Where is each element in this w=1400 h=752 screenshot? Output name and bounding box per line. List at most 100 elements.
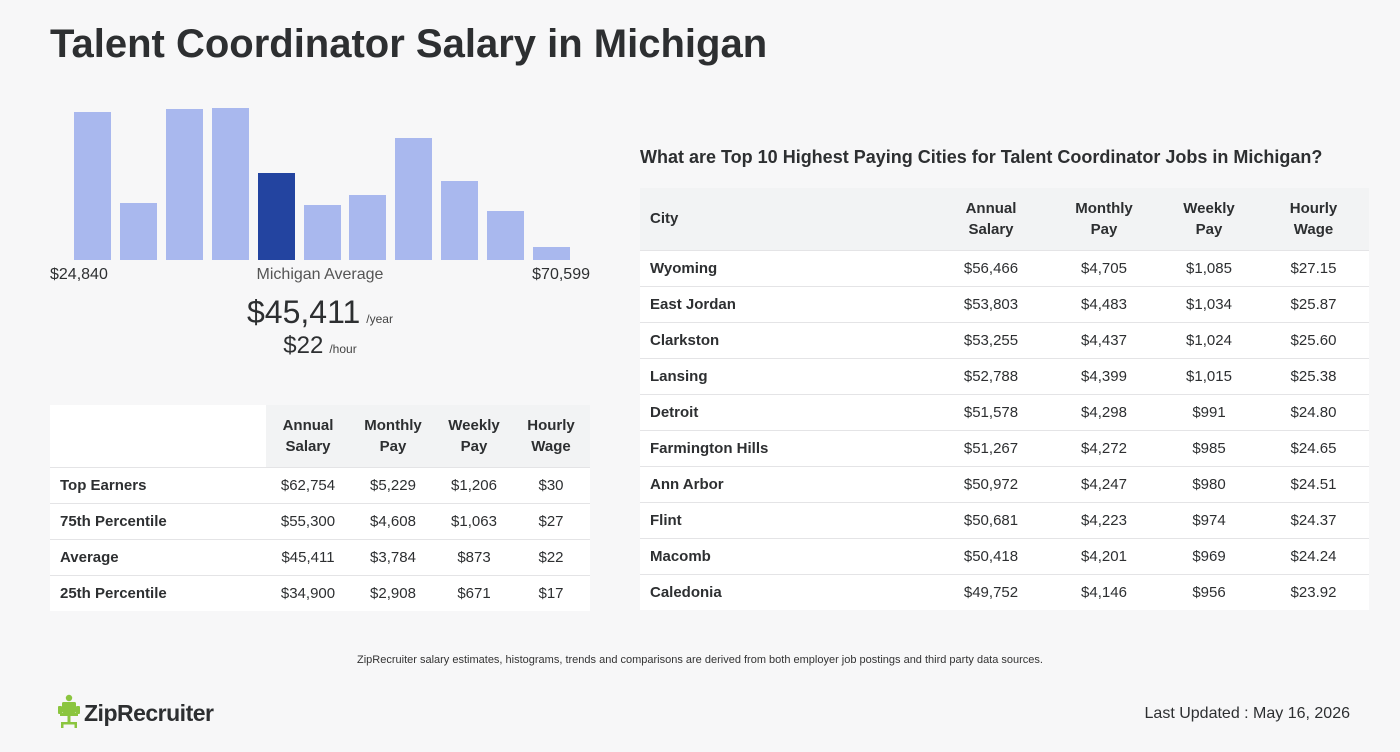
hourly-wage-cell: $22 [512, 538, 590, 575]
hourly-wage-cell: $27.15 [1258, 249, 1369, 286]
percentile-label: 25th Percentile [50, 574, 266, 611]
table-row: Average $45,411 $3,784 $873 $22 [50, 538, 590, 575]
percentile-header-annual: Annual Salary [266, 405, 350, 467]
logo-wordmark: ZipRecruiter [84, 700, 214, 726]
hourly-wage-cell: $25.87 [1258, 285, 1369, 322]
annual-salary-cell: $34,900 [266, 574, 350, 611]
table-row: Farmington Hills $51,267 $4,272 $985 $24… [640, 429, 1369, 466]
histogram-bar [120, 203, 157, 260]
weekly-pay-cell: $985 [1160, 429, 1258, 466]
average-hourly: $22/hour [50, 332, 590, 360]
hourly-wage-cell: $23.92 [1258, 573, 1369, 610]
percentile-table: Annual Salary Monthly Pay Weekly Pay Hourly… [50, 405, 590, 611]
percentile-header-blank [50, 405, 266, 467]
hourly-wage-cell: $24.51 [1258, 465, 1369, 502]
table-row: Caledonia $49,752 $4,146 $956 $23.92 [640, 573, 1369, 610]
annual-salary-cell: $55,300 [266, 502, 350, 539]
annual-salary-cell: $56,466 [934, 249, 1048, 286]
table-row: Ann Arbor $50,972 $4,247 $980 $24.51 [640, 465, 1369, 502]
table-row: Detroit $51,578 $4,298 $991 $24.80 [640, 393, 1369, 430]
percentile-header-monthly: Monthly Pay [350, 405, 436, 467]
hourly-wage-cell: $24.24 [1258, 537, 1369, 574]
weekly-pay-cell: $991 [1160, 393, 1258, 430]
table-row: Lansing $52,788 $4,399 $1,015 $25.38 [640, 357, 1369, 394]
weekly-pay-cell: $671 [436, 574, 512, 611]
monthly-pay-cell: $4,272 [1048, 429, 1160, 466]
city-name-cell: Macomb [640, 537, 934, 574]
monthly-pay-cell: $4,223 [1048, 501, 1160, 538]
city-name-cell: Farmington Hills [640, 429, 934, 466]
percentile-label: Top Earners [50, 466, 266, 503]
hourly-wage-cell: $24.65 [1258, 429, 1369, 466]
percentile-label: Average [50, 538, 266, 575]
annual-salary-cell: $51,267 [934, 429, 1048, 466]
percentile-header-weekly: Weekly Pay [436, 405, 512, 467]
average-hourly-value: $22 [283, 332, 324, 359]
hourly-wage-cell: $27 [512, 502, 590, 539]
table-row: Clarkston $53,255 $4,437 $1,024 $25.60 [640, 321, 1369, 358]
annual-salary-cell: $49,752 [934, 573, 1048, 610]
average-yearly-value: $45,411 [247, 294, 361, 330]
hourly-wage-cell: $30 [512, 466, 590, 503]
top-cities-table: City Annual Salary Monthly Pay Weekly Pay H… [640, 188, 1369, 610]
histogram-min-label: $24,840 [50, 266, 108, 283]
monthly-pay-cell: $4,705 [1048, 249, 1160, 286]
city-header-hourly: Hourly Wage [1258, 188, 1369, 250]
data-source-disclaimer: ZipRecruiter salary estimates, histogram… [357, 654, 1043, 666]
monthly-pay-cell: $4,483 [1048, 285, 1160, 322]
average-yearly: $45,411/year [50, 294, 590, 331]
annual-salary-cell: $45,411 [266, 538, 350, 575]
city-name-cell: Clarkston [640, 321, 934, 358]
city-name-cell: East Jordan [640, 285, 934, 322]
annual-salary-cell: $53,803 [934, 285, 1048, 322]
city-header-weekly: Weekly Pay [1160, 188, 1258, 250]
hourly-wage-cell: $25.38 [1258, 357, 1369, 394]
last-updated: Last Updated : May 16, 2026 [1144, 705, 1350, 722]
city-name-cell: Ann Arbor [640, 465, 934, 502]
monthly-pay-cell: $4,608 [350, 502, 436, 539]
annual-salary-cell: $52,788 [934, 357, 1048, 394]
ziprecruiter-chair-icon [58, 694, 80, 733]
annual-salary-cell: $50,418 [934, 537, 1048, 574]
ziprecruiter-logo[interactable]: ZipRecruiter [58, 694, 214, 733]
histogram-bar [166, 109, 203, 260]
table-row: East Jordan $53,803 $4,483 $1,034 $25.87 [640, 285, 1369, 322]
annual-salary-cell: $50,681 [934, 501, 1048, 538]
weekly-pay-cell: $1,034 [1160, 285, 1258, 322]
annual-salary-cell: $53,255 [934, 321, 1048, 358]
monthly-pay-cell: $5,229 [350, 466, 436, 503]
table-row: Top Earners $62,754 $5,229 $1,206 $30 [50, 466, 590, 503]
monthly-pay-cell: $4,201 [1048, 537, 1160, 574]
average-yearly-unit: /year [366, 312, 393, 326]
weekly-pay-cell: $873 [436, 538, 512, 575]
percentile-header-hourly: Hourly Wage [512, 405, 590, 467]
city-header-row: City Annual Salary Monthly Pay Weekly Pay H… [640, 188, 1369, 250]
city-header-monthly: Monthly Pay [1048, 188, 1160, 250]
weekly-pay-cell: $1,024 [1160, 321, 1258, 358]
weekly-pay-cell: $1,015 [1160, 357, 1258, 394]
annual-salary-cell: $51,578 [934, 393, 1048, 430]
percentile-label: 75th Percentile [50, 502, 266, 539]
weekly-pay-cell: $969 [1160, 537, 1258, 574]
monthly-pay-cell: $4,399 [1048, 357, 1160, 394]
histogram-average-label: Michigan Average [256, 266, 384, 283]
city-header-city: City [640, 188, 934, 250]
weekly-pay-cell: $974 [1160, 501, 1258, 538]
monthly-pay-cell: $4,298 [1048, 393, 1160, 430]
weekly-pay-cell: $956 [1160, 573, 1258, 610]
average-hourly-unit: /hour [329, 342, 357, 356]
city-name-cell: Detroit [640, 393, 934, 430]
weekly-pay-cell: $1,206 [436, 466, 512, 503]
city-name-cell: Wyoming [640, 249, 934, 286]
annual-salary-cell: $62,754 [266, 466, 350, 503]
table-row: Wyoming $56,466 $4,705 $1,085 $27.15 [640, 249, 1369, 286]
page-title: Talent Coordinator Salary in Michigan [50, 22, 768, 66]
city-name-cell: Flint [640, 501, 934, 538]
histogram-max-label: $70,599 [532, 266, 590, 283]
monthly-pay-cell: $4,146 [1048, 573, 1160, 610]
city-name-cell: Caledonia [640, 573, 934, 610]
weekly-pay-cell: $1,085 [1160, 249, 1258, 286]
histogram-bar [304, 205, 341, 260]
histogram-bar-average [258, 173, 295, 260]
table-row: Macomb $50,418 $4,201 $969 $24.24 [640, 537, 1369, 574]
